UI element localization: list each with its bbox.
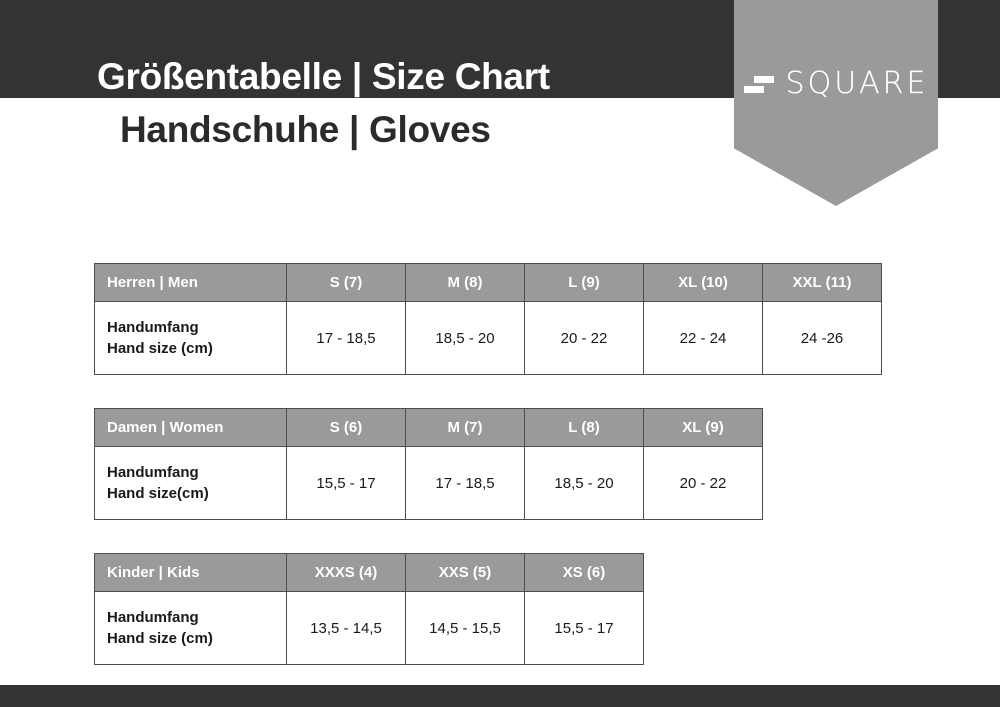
size-table-kids: Kinder | Kids XXXS (4) XXS (5) XS (6) Ha…	[94, 553, 644, 665]
size-value-cell: 13,5 - 14,5	[286, 591, 406, 665]
size-value-cell: 18,5 - 20	[405, 301, 525, 375]
size-value-cell: 18,5 - 20	[524, 446, 644, 520]
size-header-cell: XS (6)	[524, 553, 644, 592]
size-header-cell: M (8)	[405, 263, 525, 302]
page-title-primary: Größentabelle | Size Chart	[97, 56, 550, 97]
size-value-cell: 24 -26	[762, 301, 882, 375]
measure-label-de: Handumfang	[107, 319, 199, 336]
size-header-cell: XXS (5)	[405, 553, 525, 592]
measure-label-en: Hand size (cm)	[107, 630, 213, 647]
measure-label-kids: Handumfang Hand size (cm)	[94, 591, 287, 665]
measure-label-de: Handumfang	[107, 609, 199, 626]
size-table-men: Herren | Men S (7) M (8) L (9) XL (10) X…	[94, 263, 882, 375]
logo-mark-bar-bottom	[743, 86, 764, 93]
size-value-cell: 17 - 18,5	[405, 446, 525, 520]
size-header-cell: M (7)	[405, 408, 525, 447]
table-row: Handumfang Hand size (cm) 17 - 18,5 18,5…	[94, 301, 882, 375]
size-value-cell: 22 - 24	[643, 301, 763, 375]
measure-label-en: Hand size(cm)	[107, 485, 209, 502]
bottom-banner	[0, 685, 1000, 707]
table-header-row: Damen | Women S (6) M (7) L (8) XL (9)	[94, 408, 763, 447]
size-header-cell: XL (9)	[643, 408, 763, 447]
size-table-women: Damen | Women S (6) M (7) L (8) XL (9) H…	[94, 408, 763, 520]
size-header-cell: XL (10)	[643, 263, 763, 302]
measure-label-en: Hand size (cm)	[107, 340, 213, 357]
logo-mark-bar-top	[753, 76, 774, 83]
square-logo-mark-icon	[743, 72, 774, 96]
measure-label-men: Handumfang Hand size (cm)	[94, 301, 287, 375]
measure-label-de: Handumfang	[107, 464, 199, 481]
page-title-secondary: Handschuhe | Gloves	[120, 109, 491, 150]
table-header-row: Herren | Men S (7) M (8) L (9) XL (10) X…	[94, 263, 882, 302]
table-row-header-men: Herren | Men	[94, 263, 287, 302]
table-row-header-women: Damen | Women	[94, 408, 287, 447]
size-value-cell: 20 - 22	[643, 446, 763, 520]
size-header-cell: XXXS (4)	[286, 553, 406, 592]
size-value-cell: 15,5 - 17	[524, 591, 644, 665]
size-value-cell: 20 - 22	[524, 301, 644, 375]
logo-inner: SQUARE	[734, 62, 938, 106]
size-value-cell: 15,5 - 17	[286, 446, 406, 520]
size-value-cell: 14,5 - 15,5	[405, 591, 525, 665]
table-row: Handumfang Hand size (cm) 13,5 - 14,5 14…	[94, 591, 644, 665]
size-header-cell: XXL (11)	[762, 263, 882, 302]
table-header-row: Kinder | Kids XXXS (4) XXS (5) XS (6)	[94, 553, 644, 592]
size-header-cell: S (7)	[286, 263, 406, 302]
square-logo-badge: SQUARE	[734, 0, 938, 206]
size-header-cell: L (8)	[524, 408, 644, 447]
measure-label-women: Handumfang Hand size(cm)	[94, 446, 287, 520]
size-header-cell: L (9)	[524, 263, 644, 302]
table-row-header-kids: Kinder | Kids	[94, 553, 287, 592]
logo-wordmark: SQUARE	[785, 66, 929, 101]
table-row: Handumfang Hand size(cm) 15,5 - 17 17 - …	[94, 446, 763, 520]
size-header-cell: S (6)	[286, 408, 406, 447]
size-value-cell: 17 - 18,5	[286, 301, 406, 375]
